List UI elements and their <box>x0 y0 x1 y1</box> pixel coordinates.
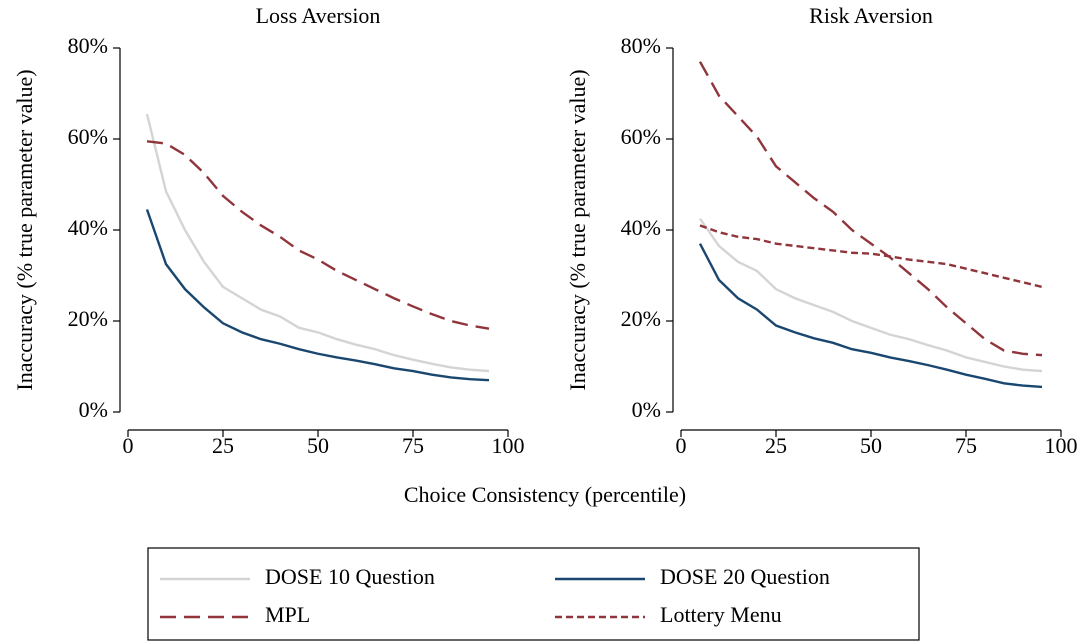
x-tick-label: 100 <box>492 433 525 458</box>
series-line <box>698 243 1043 389</box>
series-line <box>698 61 1043 357</box>
y-tick-label: 80% <box>621 33 661 58</box>
y-axis-label: Inaccuracy (% true parameter value) <box>12 69 37 390</box>
y-tick-label: 0% <box>632 397 661 422</box>
series-line <box>699 224 1043 289</box>
x-tick-label: 0 <box>676 433 687 458</box>
y-axis-label: Inaccuracy (% true parameter value) <box>565 69 590 390</box>
x-axis-label: Choice Consistency (percentile) <box>404 482 686 507</box>
x-tick-label: 75 <box>402 433 424 458</box>
y-tick-label: 0% <box>79 397 108 422</box>
y-tick-label: 80% <box>68 33 108 58</box>
x-tick-label: 100 <box>1045 433 1078 458</box>
x-tick-label: 25 <box>765 433 787 458</box>
x-tick-label: 75 <box>955 433 977 458</box>
legend-box <box>147 547 920 641</box>
series-line <box>145 209 490 382</box>
x-tick-label: 50 <box>307 433 329 458</box>
y-tick-label: 20% <box>621 306 661 331</box>
series-line <box>145 113 490 373</box>
y-tick-label: 60% <box>621 124 661 149</box>
x-tick-label: 50 <box>860 433 882 458</box>
x-tick-label: 0 <box>123 433 134 458</box>
chart-title: Risk Aversion <box>809 3 933 28</box>
legend-label: MPL <box>265 602 310 627</box>
series-line <box>699 217 1043 373</box>
chart-title: Loss Aversion <box>256 3 381 28</box>
legend-label: DOSE 10 Question <box>265 564 435 589</box>
y-tick-label: 40% <box>621 215 661 240</box>
y-tick-label: 20% <box>68 306 108 331</box>
legend-label: Lottery Menu <box>660 602 782 627</box>
y-tick-label: 60% <box>68 124 108 149</box>
y-tick-label: 40% <box>68 215 108 240</box>
series-line <box>146 140 490 330</box>
x-tick-label: 25 <box>212 433 234 458</box>
legend-label: DOSE 20 Question <box>660 564 830 589</box>
